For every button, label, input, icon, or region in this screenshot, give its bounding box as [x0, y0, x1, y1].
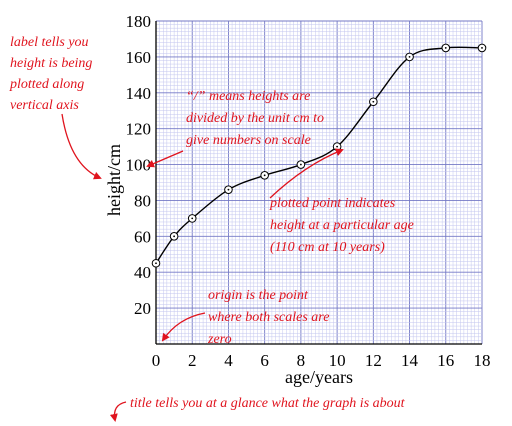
y-tick-label: 40: [134, 263, 151, 282]
data-point-center: [155, 262, 157, 265]
arrow-label: [61, 113, 102, 180]
svg-text:label tells you: label tells you: [10, 35, 89, 50]
y-axis-label: height/cm: [104, 144, 124, 216]
svg-text:plotted point indicates: plotted point indicates: [269, 196, 396, 211]
svg-text:give numbers on scale: give numbers on scale: [186, 133, 311, 148]
x-tick-label: 10: [329, 351, 346, 370]
x-tick-label: 18: [474, 351, 491, 370]
data-point-center: [173, 235, 176, 238]
annotation-point: plotted point indicates height at a part…: [269, 196, 414, 255]
svg-text:zero: zero: [207, 332, 232, 347]
svg-text:plotted along: plotted along: [9, 77, 84, 92]
data-series: [151, 43, 487, 268]
annotation-label: label tells you height is being plotted …: [9, 35, 92, 113]
annotation-title: title tells you at a glance what the gra…: [130, 396, 406, 411]
svg-text:origin is the point: origin is the point: [208, 288, 309, 303]
x-axis-label: age/years: [285, 367, 353, 387]
data-point-center: [263, 174, 266, 177]
x-tick-label: 12: [365, 351, 382, 370]
x-tick-label: 2: [188, 351, 197, 370]
grid-lines: [155, 20, 483, 345]
data-point-center: [227, 188, 230, 191]
data-point-center: [408, 55, 411, 58]
arrow-point: [269, 148, 344, 199]
svg-text:height at a particular age: height at a particular age: [270, 218, 414, 233]
data-point-center: [481, 47, 483, 49]
tick-labels: 0 2 4 6 8 10 12 14 16 18 20 40 60 80 100 120 140 160 180: [126, 12, 491, 370]
y-tick-label: 120: [126, 120, 152, 139]
y-tick-label: 140: [126, 84, 152, 103]
data-point-center: [299, 163, 302, 166]
svg-text:“/” means heights are: “/” means heights are: [186, 89, 310, 104]
y-tick-label: 80: [134, 191, 151, 210]
data-point-center: [444, 47, 447, 49]
arrow-origin: [161, 312, 206, 342]
y-tick-label: 60: [134, 227, 151, 246]
svg-text:title tells you at a glance wh: title tells you at a glance what the gra…: [130, 396, 406, 411]
annotation-slash: “/” means heights are divided by the uni…: [186, 89, 324, 148]
axes: [155, 21, 482, 345]
svg-text:vertical axis: vertical axis: [10, 98, 79, 113]
y-tick-label: 100: [126, 156, 152, 175]
x-tick-label: 6: [260, 351, 269, 370]
data-point-center: [191, 217, 194, 220]
annotation-origin: origin is the point where both scales ar…: [207, 288, 329, 347]
arrow-slash: [146, 150, 184, 168]
data-point-center: [336, 145, 339, 148]
y-tick-label: 160: [126, 48, 152, 67]
x-tick-label: 8: [297, 351, 306, 370]
x-tick-label: 0: [152, 351, 161, 370]
svg-text:where both scales are: where both scales are: [208, 310, 329, 325]
y-tick-label: 20: [134, 299, 151, 318]
svg-text:divided by the unit cm to: divided by the unit cm to: [186, 111, 324, 126]
arrow-title: [109, 401, 127, 422]
svg-text:height is being: height is being: [10, 56, 92, 71]
x-tick-label: 14: [401, 351, 419, 370]
data-point-center: [372, 100, 375, 103]
svg-text:(110 cm at 10 years): (110 cm at 10 years): [270, 240, 385, 255]
x-tick-label: 4: [224, 351, 233, 370]
x-tick-label: 16: [437, 351, 454, 370]
y-tick-label: 180: [126, 12, 152, 31]
